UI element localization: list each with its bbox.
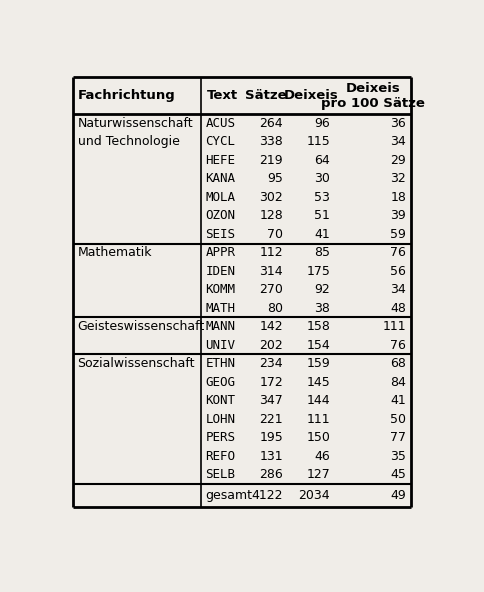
Text: 172: 172 <box>259 375 283 388</box>
Text: 2034: 2034 <box>299 489 330 502</box>
Text: Text: Text <box>207 89 238 102</box>
Text: 85: 85 <box>314 246 330 259</box>
Text: 111: 111 <box>382 320 406 333</box>
Text: 51: 51 <box>314 210 330 223</box>
Text: CYCL: CYCL <box>205 136 235 149</box>
Text: REFO: REFO <box>205 449 235 462</box>
Text: 18: 18 <box>390 191 406 204</box>
Text: 347: 347 <box>259 394 283 407</box>
Text: 112: 112 <box>259 246 283 259</box>
Text: KANA: KANA <box>205 172 235 185</box>
Text: KONT: KONT <box>205 394 235 407</box>
Text: 70: 70 <box>267 228 283 241</box>
Text: Deixeis
pro 100 Sätze: Deixeis pro 100 Sätze <box>321 82 425 110</box>
Text: 41: 41 <box>315 228 330 241</box>
Text: 142: 142 <box>259 320 283 333</box>
Text: APPR: APPR <box>205 246 235 259</box>
Text: 84: 84 <box>390 375 406 388</box>
Text: Fachrichtung: Fachrichtung <box>77 89 175 102</box>
Text: 68: 68 <box>390 357 406 370</box>
Text: 127: 127 <box>306 468 330 481</box>
Text: 39: 39 <box>391 210 406 223</box>
Text: 221: 221 <box>259 413 283 426</box>
Text: SEIS: SEIS <box>205 228 235 241</box>
Text: 175: 175 <box>306 265 330 278</box>
Text: 159: 159 <box>306 357 330 370</box>
Text: KOMM: KOMM <box>205 283 235 296</box>
Text: 76: 76 <box>390 339 406 352</box>
Text: Geisteswissenschaft: Geisteswissenschaft <box>77 320 205 333</box>
Text: 30: 30 <box>314 172 330 185</box>
Text: 29: 29 <box>391 154 406 167</box>
Text: 45: 45 <box>390 468 406 481</box>
Text: 270: 270 <box>259 283 283 296</box>
Text: 219: 219 <box>259 154 283 167</box>
Text: 41: 41 <box>391 394 406 407</box>
Text: 128: 128 <box>259 210 283 223</box>
Text: 32: 32 <box>391 172 406 185</box>
Text: MANN: MANN <box>205 320 235 333</box>
Text: 34: 34 <box>391 283 406 296</box>
Text: ACUS: ACUS <box>205 117 235 130</box>
Text: 4122: 4122 <box>251 489 283 502</box>
Text: 96: 96 <box>315 117 330 130</box>
Text: SELB: SELB <box>205 468 235 481</box>
Text: 131: 131 <box>259 449 283 462</box>
Text: UNIV: UNIV <box>205 339 235 352</box>
Bar <box>73 77 411 114</box>
Text: 76: 76 <box>390 246 406 259</box>
Text: 195: 195 <box>259 431 283 444</box>
Text: 111: 111 <box>306 413 330 426</box>
Text: HEFE: HEFE <box>205 154 235 167</box>
Text: Mathematik: Mathematik <box>77 246 152 259</box>
Text: Sätze: Sätze <box>245 89 287 102</box>
Text: PERS: PERS <box>205 431 235 444</box>
Text: 158: 158 <box>306 320 330 333</box>
Text: 59: 59 <box>390 228 406 241</box>
Text: OZON: OZON <box>205 210 235 223</box>
Text: 150: 150 <box>306 431 330 444</box>
Text: 92: 92 <box>315 283 330 296</box>
Text: MOLA: MOLA <box>205 191 235 204</box>
Text: MATH: MATH <box>205 302 235 315</box>
Text: 144: 144 <box>306 394 330 407</box>
Text: 302: 302 <box>259 191 283 204</box>
Text: 49: 49 <box>391 489 406 502</box>
Text: 115: 115 <box>306 136 330 149</box>
Text: 80: 80 <box>267 302 283 315</box>
Text: Naturwissenschaft: Naturwissenschaft <box>77 117 193 130</box>
Text: gesamt: gesamt <box>205 489 253 502</box>
Text: 145: 145 <box>306 375 330 388</box>
Text: 38: 38 <box>314 302 330 315</box>
Text: GEOG: GEOG <box>205 375 235 388</box>
Text: 286: 286 <box>259 468 283 481</box>
Text: 53: 53 <box>314 191 330 204</box>
Text: 264: 264 <box>259 117 283 130</box>
Text: 314: 314 <box>259 265 283 278</box>
Text: 64: 64 <box>315 154 330 167</box>
Text: LOHN: LOHN <box>205 413 235 426</box>
Text: 234: 234 <box>259 357 283 370</box>
Text: 338: 338 <box>259 136 283 149</box>
Text: 46: 46 <box>315 449 330 462</box>
Text: 35: 35 <box>390 449 406 462</box>
Text: 202: 202 <box>259 339 283 352</box>
Text: 48: 48 <box>390 302 406 315</box>
Text: 36: 36 <box>391 117 406 130</box>
Text: Deixeis: Deixeis <box>284 89 339 102</box>
Text: ETHN: ETHN <box>205 357 235 370</box>
Text: IDEN: IDEN <box>205 265 235 278</box>
Text: 77: 77 <box>390 431 406 444</box>
Text: 95: 95 <box>267 172 283 185</box>
Text: und Technologie: und Technologie <box>77 136 180 149</box>
Text: 50: 50 <box>390 413 406 426</box>
Text: 56: 56 <box>390 265 406 278</box>
Text: 34: 34 <box>391 136 406 149</box>
Text: 154: 154 <box>306 339 330 352</box>
Text: Sozialwissenschaft: Sozialwissenschaft <box>77 357 195 370</box>
